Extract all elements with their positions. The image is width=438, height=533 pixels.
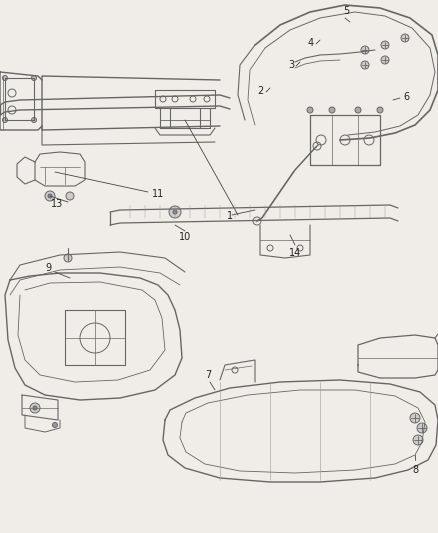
Circle shape (53, 423, 57, 427)
Circle shape (413, 435, 423, 445)
Circle shape (32, 76, 36, 80)
Circle shape (66, 192, 74, 200)
Text: 9: 9 (45, 263, 51, 273)
Circle shape (32, 117, 36, 123)
Circle shape (3, 117, 7, 123)
Text: 5: 5 (343, 6, 349, 16)
Text: 3: 3 (288, 60, 294, 70)
Circle shape (307, 107, 313, 113)
Circle shape (381, 41, 389, 49)
Text: 11: 11 (152, 189, 164, 199)
Circle shape (48, 194, 52, 198)
Circle shape (377, 107, 383, 113)
Circle shape (381, 56, 389, 64)
Circle shape (173, 210, 177, 214)
Text: 1: 1 (227, 211, 233, 221)
Text: 2: 2 (258, 86, 264, 96)
Circle shape (3, 76, 7, 80)
Circle shape (417, 423, 427, 433)
Circle shape (169, 206, 181, 218)
Circle shape (361, 46, 369, 54)
Text: 10: 10 (179, 232, 191, 242)
Circle shape (355, 107, 361, 113)
Circle shape (33, 406, 37, 410)
Circle shape (410, 413, 420, 423)
Text: 14: 14 (289, 248, 301, 258)
Text: 4: 4 (308, 38, 314, 48)
Circle shape (329, 107, 335, 113)
Text: 13: 13 (51, 199, 63, 209)
Text: 8: 8 (412, 465, 418, 475)
Text: 6: 6 (403, 92, 409, 102)
Circle shape (361, 61, 369, 69)
Circle shape (30, 403, 40, 413)
Circle shape (45, 191, 55, 201)
Circle shape (401, 34, 409, 42)
Circle shape (64, 254, 72, 262)
Text: 7: 7 (205, 370, 211, 380)
